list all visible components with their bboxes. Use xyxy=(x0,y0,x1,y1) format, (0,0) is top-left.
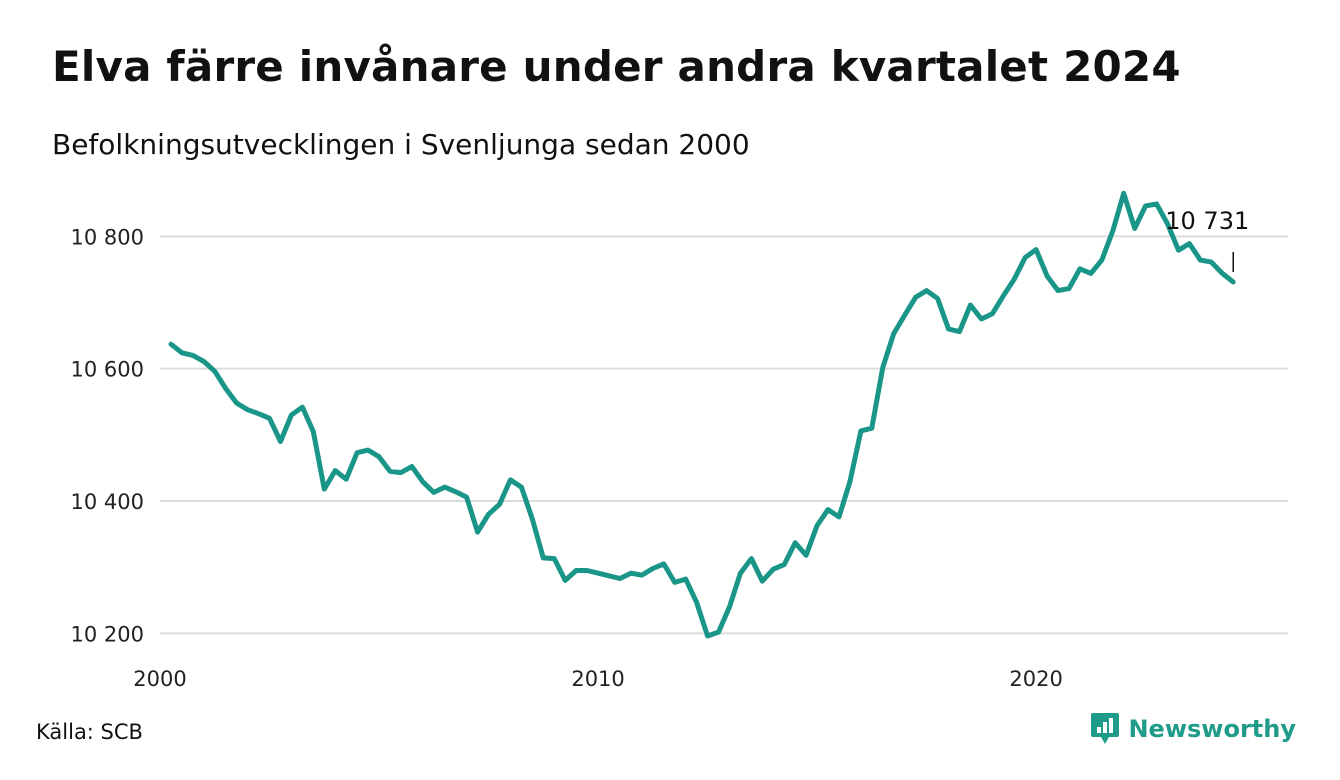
y-tick-label: 10 800 xyxy=(71,225,144,249)
chart-subtitle: Befolkningsutvecklingen i Svenljunga sed… xyxy=(52,128,750,161)
brand-logo[interactable]: Newsworthy xyxy=(1090,712,1296,746)
y-tick-label: 10 400 xyxy=(71,490,144,514)
x-tick-label: 2010 xyxy=(571,667,624,691)
y-tick-label: 10 600 xyxy=(71,358,144,382)
y-tick-label: 10 200 xyxy=(71,622,144,646)
gridlines xyxy=(160,235,1288,635)
x-tick-label: 2000 xyxy=(133,667,186,691)
brand-name: Newsworthy xyxy=(1128,715,1296,743)
newsworthy-chart-bubble-icon xyxy=(1091,713,1120,744)
series-line-population xyxy=(168,190,1236,639)
y-axis-ticks: 10 200 10 400 10 600 10 800 xyxy=(71,225,144,646)
last-value-label: 10 731 xyxy=(1165,207,1249,235)
annotations: 10 731 xyxy=(1165,207,1249,272)
series-layer xyxy=(168,190,1236,639)
source-note: Källa: SCB xyxy=(36,720,143,744)
chart-title: Elva färre invånare under andra kvartale… xyxy=(52,42,1181,91)
x-axis-ticks: 2000 2010 2020 xyxy=(133,667,1063,691)
x-tick-label: 2020 xyxy=(1009,667,1062,691)
